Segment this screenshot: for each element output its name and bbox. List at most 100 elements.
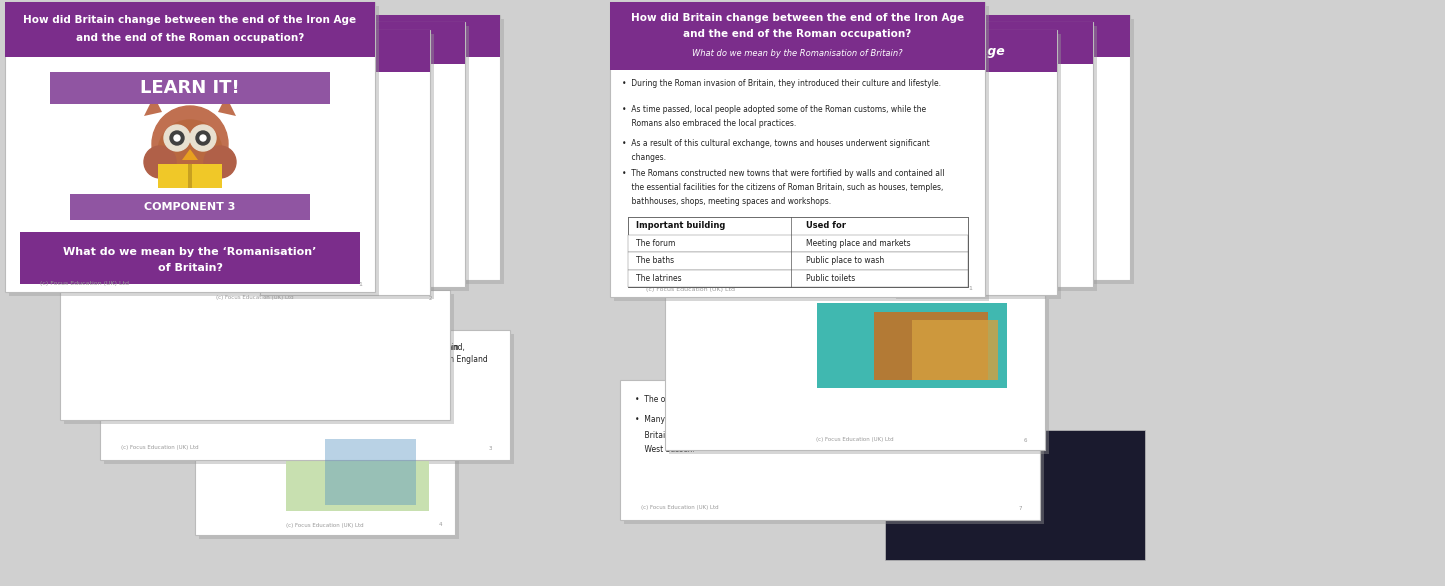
Bar bbox=[100, 330, 510, 460]
Text: •  Many of the villas found by archaeologists are in the south of England. The g: • Many of the villas found by archaeolog… bbox=[634, 415, 978, 424]
Bar bbox=[329, 15, 500, 280]
Circle shape bbox=[197, 131, 210, 145]
Text: Iron Age: Iron Age bbox=[981, 36, 1040, 49]
Text: and the end of the Roman occupation?: and the end of the Roman occupation? bbox=[77, 33, 303, 43]
Bar bbox=[325, 439, 416, 505]
Text: ecture, and: ecture, and bbox=[338, 135, 379, 141]
Text: Iron Age: Iron Age bbox=[945, 45, 1004, 57]
Bar bbox=[965, 15, 1130, 57]
Circle shape bbox=[163, 125, 189, 151]
Bar bbox=[614, 6, 988, 301]
Text: Iron Age: Iron Age bbox=[350, 36, 410, 49]
Bar bbox=[295, 129, 389, 147]
Bar bbox=[264, 34, 434, 299]
Text: Meeting place and markets: Meeting place and markets bbox=[806, 239, 910, 248]
Text: et the: et the bbox=[303, 170, 324, 176]
Bar bbox=[199, 419, 460, 539]
Bar bbox=[610, 2, 985, 70]
Text: Important building: Important building bbox=[636, 222, 725, 230]
Bar bbox=[629, 252, 968, 270]
Bar bbox=[620, 380, 1040, 520]
Bar bbox=[912, 320, 997, 380]
Text: Public toilets: Public toilets bbox=[806, 274, 855, 283]
Bar bbox=[932, 26, 1097, 291]
Bar bbox=[874, 312, 988, 380]
Text: erfloor: erfloor bbox=[972, 217, 998, 227]
Bar bbox=[9, 6, 379, 296]
Text: The forum: The forum bbox=[636, 239, 675, 248]
Bar bbox=[20, 232, 360, 284]
Text: st'. The: st'. The bbox=[972, 236, 1001, 244]
Text: r to: r to bbox=[972, 254, 987, 263]
Text: Britain had a palace in London, and another palace was beside the sea at Fishbou: Britain had a palace in London, and anot… bbox=[634, 431, 974, 440]
Text: Public place to wash: Public place to wash bbox=[806, 256, 884, 265]
Text: at the: at the bbox=[303, 156, 324, 162]
Bar bbox=[965, 15, 1130, 280]
Text: Iron Age: Iron Age bbox=[386, 29, 445, 43]
Text: •  As a result of this cultural exchange, towns and houses underwent significant: • As a result of this cultural exchange,… bbox=[621, 139, 929, 148]
Bar bbox=[629, 270, 968, 287]
Text: (c) Focus Education (UK) Ltd: (c) Focus Education (UK) Ltd bbox=[121, 445, 199, 451]
Text: y spoken.: y spoken. bbox=[972, 148, 1010, 158]
Bar bbox=[629, 234, 968, 252]
Text: Used for: Used for bbox=[806, 222, 845, 230]
Text: 3: 3 bbox=[488, 445, 491, 451]
Text: the essential facilities for the citizens of Roman Britain, such as houses, temp: the essential facilities for the citizen… bbox=[621, 183, 944, 192]
Polygon shape bbox=[218, 96, 236, 116]
Polygon shape bbox=[182, 149, 198, 160]
Circle shape bbox=[173, 135, 181, 141]
Text: 4: 4 bbox=[438, 523, 442, 527]
Bar bbox=[965, 115, 1081, 133]
Bar bbox=[928, 22, 1092, 64]
Bar bbox=[4, 2, 376, 57]
Bar bbox=[299, 26, 470, 291]
Bar bbox=[188, 164, 192, 188]
Text: changes.: changes. bbox=[621, 154, 666, 162]
Bar bbox=[665, 295, 1045, 450]
Text: of Britain?: of Britain? bbox=[158, 263, 223, 273]
Bar bbox=[295, 22, 465, 64]
Text: •  During the Roman invasion of Britain, they introduced their culture and lifes: • During the Roman invasion of Britain, … bbox=[621, 80, 941, 88]
Bar bbox=[928, 22, 1092, 287]
Text: (c) Focus Education (UK) Ltd: (c) Focus Education (UK) Ltd bbox=[646, 287, 734, 291]
Bar bbox=[970, 19, 1134, 284]
Text: LEARN IT!: LEARN IT! bbox=[140, 79, 240, 97]
Text: •  The Romans constructed new towns that were fortified by walls and contained a: • The Romans constructed new towns that … bbox=[621, 169, 945, 179]
Text: •  As time passed, local people adopted some of the Roman customs, while the: • As time passed, local people adopted s… bbox=[621, 105, 926, 114]
Bar bbox=[610, 2, 985, 297]
Bar bbox=[329, 15, 500, 57]
Text: The baths: The baths bbox=[636, 256, 675, 265]
Bar bbox=[329, 77, 423, 95]
Bar bbox=[51, 72, 329, 104]
Bar bbox=[195, 415, 455, 535]
Text: (c) Focus Education (UK) Ltd: (c) Focus Education (UK) Ltd bbox=[816, 438, 894, 442]
Text: How did Britain change between the end of the Iron Age: How did Britain change between the end o… bbox=[23, 15, 357, 25]
Text: 2: 2 bbox=[428, 295, 432, 301]
Bar bbox=[4, 2, 376, 292]
Text: West Sussex.: West Sussex. bbox=[634, 445, 695, 455]
Bar bbox=[624, 384, 1043, 524]
Text: 1: 1 bbox=[358, 281, 361, 287]
Text: r its wealth,: r its wealth, bbox=[972, 132, 1019, 141]
Text: bathhouses, shops, meeting spaces and workshops.: bathhouses, shops, meeting spaces and wo… bbox=[621, 197, 831, 206]
Circle shape bbox=[189, 125, 215, 151]
Bar bbox=[892, 30, 1056, 72]
Text: •  In AD43, Emperor Claudius ordered the Roman army to land on the beaches of Ke: • In AD43, Emperor Claudius ordered the … bbox=[116, 343, 465, 353]
Text: How did Britain change between the end of the Iron Age: How did Britain change between the end o… bbox=[631, 13, 964, 23]
Bar bbox=[295, 22, 465, 287]
Polygon shape bbox=[144, 96, 162, 116]
Bar bbox=[104, 334, 514, 464]
Text: e of: e of bbox=[972, 180, 987, 189]
Bar bbox=[816, 303, 1007, 389]
Bar bbox=[260, 30, 431, 72]
Bar bbox=[892, 30, 1056, 295]
Bar bbox=[64, 294, 454, 424]
Bar bbox=[896, 34, 1061, 299]
Bar bbox=[669, 299, 1049, 454]
Text: (c) Focus Education (UK) Ltd: (c) Focus Education (UK) Ltd bbox=[642, 506, 718, 510]
Text: 6: 6 bbox=[1023, 438, 1027, 442]
Text: r this: r this bbox=[338, 163, 355, 169]
Bar bbox=[629, 217, 968, 287]
Text: (c) Focus Education (UK) Ltd: (c) Focus Education (UK) Ltd bbox=[40, 281, 130, 287]
Bar bbox=[286, 433, 429, 511]
